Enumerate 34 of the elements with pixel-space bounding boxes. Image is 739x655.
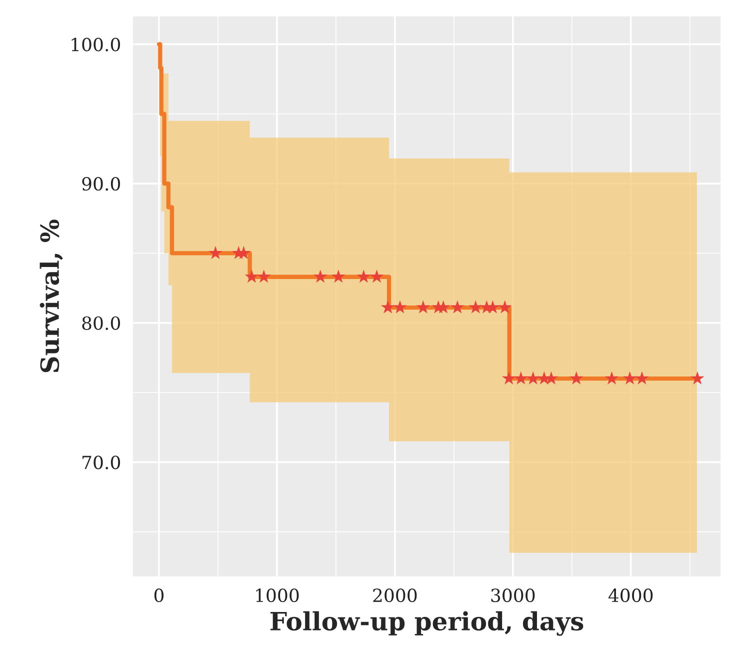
y-axis-title: Survival, % bbox=[40, 220, 63, 372]
x-tick-label: 0 bbox=[154, 588, 164, 602]
point bbox=[622, 371, 637, 384]
x-axis-title: Follow-up period, days bbox=[270, 611, 584, 636]
y-tick-label: 70.0 bbox=[82, 456, 120, 470]
point bbox=[313, 270, 328, 283]
point bbox=[370, 270, 384, 283]
x-tick-label: 3000 bbox=[491, 588, 535, 602]
point bbox=[502, 371, 516, 384]
point bbox=[244, 270, 259, 283]
point bbox=[635, 371, 649, 384]
point bbox=[208, 246, 222, 260]
point bbox=[331, 270, 346, 283]
point bbox=[450, 300, 464, 314]
x-tick-label: 1000 bbox=[256, 588, 299, 602]
point bbox=[498, 300, 512, 314]
point bbox=[468, 300, 483, 314]
point bbox=[393, 300, 407, 314]
y-tick-label: 100.0 bbox=[72, 38, 120, 52]
point bbox=[569, 371, 584, 384]
x-tick-label: 2000 bbox=[373, 588, 417, 602]
point bbox=[690, 371, 704, 384]
point bbox=[544, 371, 558, 384]
point bbox=[380, 300, 395, 314]
point bbox=[356, 270, 371, 283]
point bbox=[436, 300, 450, 314]
x-tick-label: 4000 bbox=[608, 588, 653, 602]
point bbox=[514, 371, 528, 384]
point bbox=[256, 270, 271, 283]
y-tick-label: 90.0 bbox=[82, 177, 120, 191]
point bbox=[526, 371, 540, 384]
point bbox=[416, 300, 430, 314]
point bbox=[604, 371, 619, 384]
y-tick-label: 80.0 bbox=[82, 316, 120, 330]
